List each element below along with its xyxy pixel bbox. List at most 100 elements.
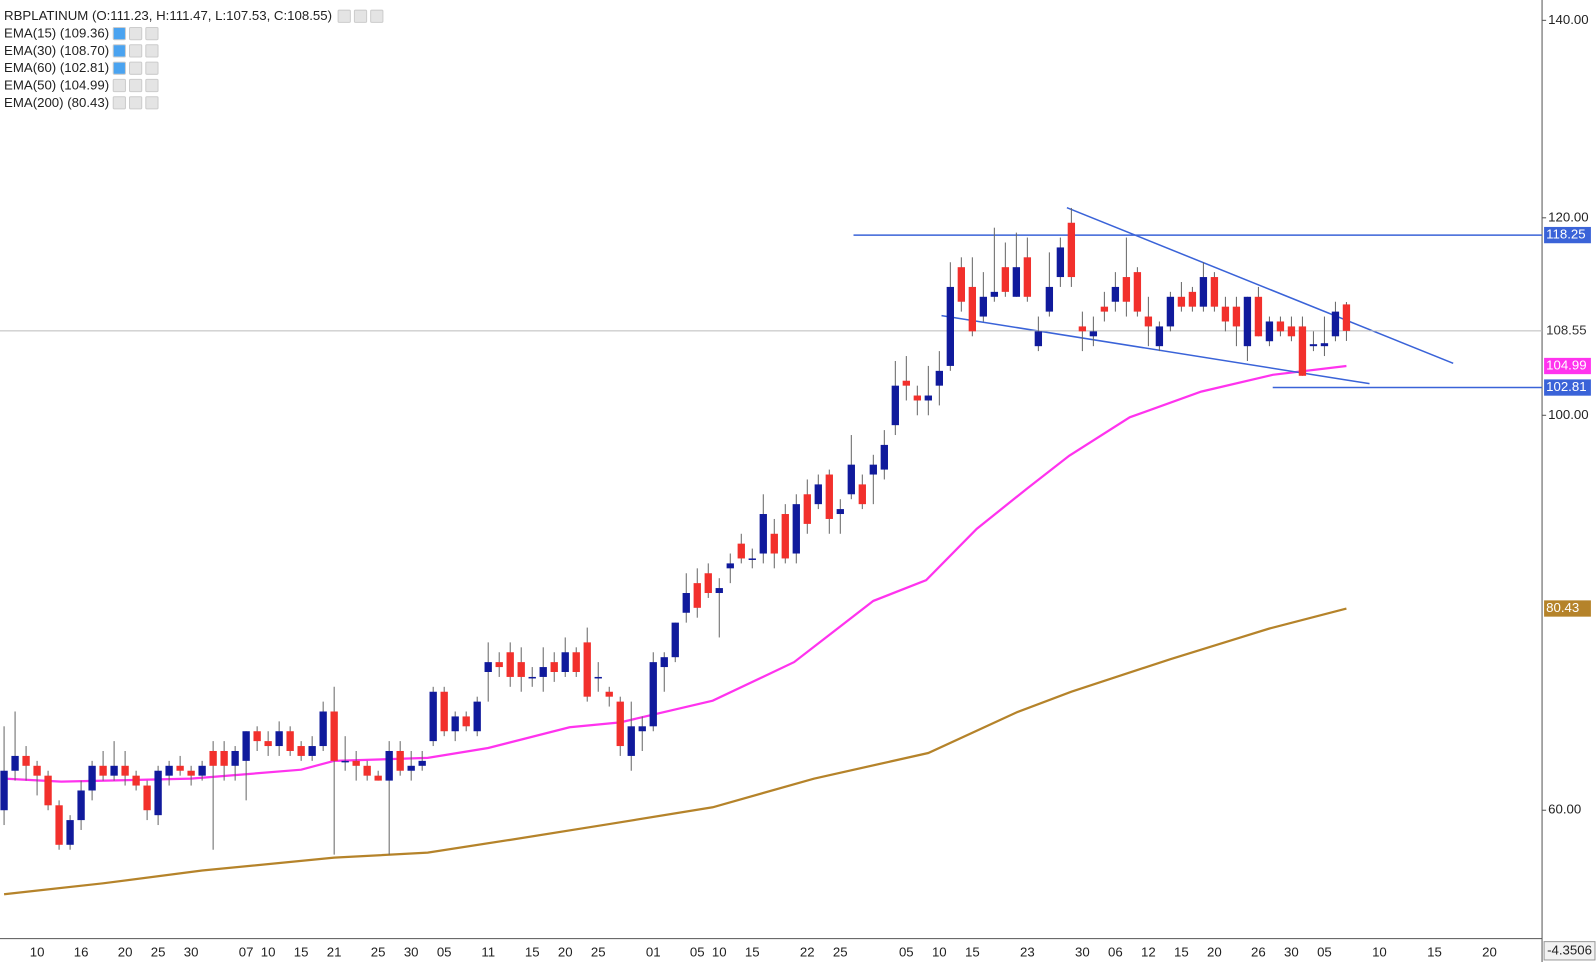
candle-body — [1265, 321, 1274, 342]
candle-body — [880, 444, 888, 470]
legend-icon — [112, 44, 126, 58]
y-tick-label: 120.00 — [1548, 209, 1588, 224]
candle-body — [1056, 247, 1065, 278]
candle-body — [1144, 316, 1153, 327]
candle-body — [1221, 306, 1230, 322]
candle-body — [759, 514, 767, 554]
candle-body — [847, 464, 855, 495]
candle-body — [99, 765, 107, 776]
price-tag-bg — [1544, 357, 1591, 375]
candle-body — [1320, 343, 1329, 347]
x-tick-label: 15 — [525, 944, 540, 959]
candle-body — [22, 755, 30, 766]
legend-icon — [370, 9, 384, 23]
candle-body — [165, 765, 173, 776]
trend-line — [941, 314, 1370, 385]
ema-line — [3, 607, 1347, 896]
candle-body — [814, 484, 822, 505]
candle-body — [121, 765, 129, 776]
candle-body — [55, 805, 63, 845]
x-tick-label: 25 — [151, 944, 166, 959]
trend-line — [1066, 206, 1454, 365]
price-tag: 118.25 — [1546, 227, 1585, 242]
legend-icon — [145, 26, 159, 41]
legend-value: (108.70) — [60, 42, 109, 57]
candle-body — [220, 750, 228, 766]
legend-icon — [145, 61, 159, 75]
legend-icon — [129, 44, 143, 58]
candle-body — [550, 662, 558, 672]
candle-body — [143, 785, 151, 811]
legend-entry: EMA(50) (104.99) — [4, 77, 109, 92]
legend-value: (80.43) — [67, 94, 109, 109]
candle-body — [1287, 326, 1296, 337]
candle-body — [649, 662, 657, 727]
legend-entry: EMA(60) (102.81) — [4, 60, 109, 75]
legend-name: EMA(50) — [4, 77, 56, 92]
candle-body — [858, 484, 866, 505]
candle-body — [242, 731, 250, 761]
y-tick-label: 60.00 — [1548, 802, 1581, 817]
candle-body — [1166, 296, 1175, 327]
candle-body — [385, 750, 393, 781]
x-tick-label: 25 — [833, 944, 848, 959]
legend-value: (109.36) — [60, 25, 109, 40]
candle-body — [869, 464, 877, 475]
candle-body — [1177, 296, 1186, 307]
price-tag-bg — [1544, 226, 1591, 244]
x-tick-label: 10 — [932, 944, 947, 959]
candle-body — [1023, 257, 1032, 297]
legend-icon — [129, 61, 143, 75]
candle-body — [297, 746, 305, 756]
x-tick-label: 16 — [74, 944, 89, 959]
legend-icon — [129, 26, 143, 41]
candle-body — [935, 370, 943, 386]
x-tick-label: 30 — [404, 944, 419, 959]
candle-body — [187, 770, 195, 776]
candle-body — [583, 642, 591, 697]
candle-body — [154, 770, 162, 816]
candle-body — [330, 711, 338, 761]
x-tick-label: 05 — [1317, 944, 1332, 959]
candle-body — [924, 395, 932, 401]
candle-body — [473, 701, 481, 732]
x-tick-label: 20 — [1482, 944, 1497, 959]
x-tick-label: 06 — [1108, 944, 1123, 959]
ema-line — [4, 364, 1347, 783]
price-tag: 80.43 — [1546, 600, 1579, 615]
candle-body — [1155, 326, 1164, 347]
candle-body — [770, 533, 778, 554]
candle-body — [198, 765, 206, 776]
candle-body — [407, 765, 415, 771]
candle-body — [0, 770, 8, 811]
candle-body — [341, 760, 349, 763]
x-tick-label: 05 — [899, 944, 914, 959]
candle-body — [66, 820, 74, 845]
candle-body — [737, 543, 745, 559]
legend-entry: EMA(15) (109.36) — [4, 25, 109, 40]
plot-area — [0, 206, 1543, 896]
candle-body — [253, 731, 261, 742]
candle-body — [396, 750, 404, 771]
candle-body — [517, 662, 525, 677]
candle-body — [1276, 321, 1285, 332]
candle-body — [495, 662, 503, 668]
candle-body — [1298, 326, 1307, 376]
x-tick-label: 15 — [745, 944, 760, 959]
candle-body — [209, 750, 217, 766]
legend-name: EMA(60) — [4, 60, 56, 75]
legend-icon — [145, 44, 159, 58]
candle-body — [11, 755, 19, 771]
candle-body — [902, 380, 910, 386]
legend-name: EMA(15) — [4, 25, 56, 40]
candle-body — [451, 716, 459, 732]
x-tick-label: 25 — [591, 944, 606, 959]
x-tick-label: 15 — [1174, 944, 1189, 959]
legend-icon — [337, 9, 351, 23]
legend-icon — [145, 96, 159, 110]
candle-body — [803, 494, 811, 524]
candle-body — [44, 775, 52, 806]
candle-body — [319, 711, 327, 747]
